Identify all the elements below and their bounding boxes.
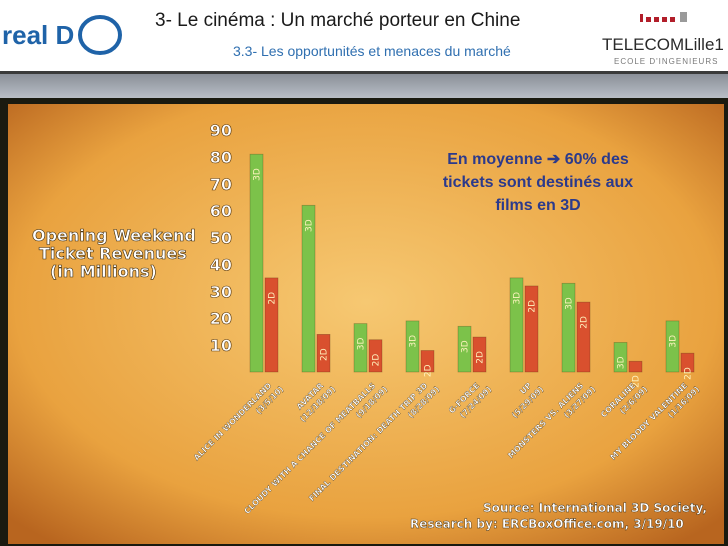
bar-series-label: 3D [669,335,679,348]
y-axis: 10 20 30 40 50 60 70 80 90 [209,121,232,356]
bar-3d [457,325,472,373]
reald-logo: real D [2,15,122,55]
y-tick-label: 80 [210,148,232,167]
bar-2d [420,350,435,373]
reald-logo-text: real D [2,20,74,50]
bar-2d [576,301,591,373]
bar-3d [405,320,420,373]
y-tick-label: 60 [210,202,232,221]
callout-line-3: films en 3D [495,197,581,214]
bar-series-label: 3D [253,168,263,181]
bar-3d [665,320,680,373]
callout-line1-b: 60% des [564,151,629,168]
bar-3d [353,323,368,373]
bar-series-label: 3D [513,292,523,305]
bar-2d [472,336,487,373]
callout-text: En moyenne ➔ 60% des tickets sont destin… [404,148,672,217]
header-band [0,74,728,98]
chart-title-line: Opening Weekend [32,226,196,245]
chart-title-line: Ticket Revenues [39,244,187,263]
bar-2d [524,285,539,373]
bar-series-label: 2D [528,300,538,313]
slide-subtitle: 3.3- Les opportunités et menaces du marc… [233,43,511,59]
header-divider [0,71,728,74]
bar-series-label: 2D [580,316,590,329]
callout-line1-a: En moyenne [447,151,543,168]
bar-series-label: 2D [684,367,694,380]
source-line-1: Source: International 3D Society, [483,501,707,515]
bar-series-label: 3D [461,340,471,353]
callout-line-2: tickets sont destinés aux [442,174,634,191]
telecom-logo-text: TELECOMLille1 [602,35,724,54]
bar-3d [249,153,264,373]
bars: 3D 2D 3D 2D 3D 2D 3D 2D 3D 2D 3D 2D 3D 2D 3D 2D 3D 2D [249,153,695,388]
bar-series-label: 3D [409,335,419,348]
bar-3d [613,342,628,373]
bar-3d [509,277,524,373]
y-tick-label: 30 [210,282,232,301]
bar-series-label: 2D [320,348,330,361]
y-tick-label: 70 [210,175,232,194]
arrow-right-icon: ➔ [546,151,561,168]
bar-series-label: 3D [565,297,575,310]
y-tick-label: 10 [210,336,232,355]
bar-series-label: 2D [268,292,278,305]
bar-series-label: 2D [372,354,382,367]
bar-2d [680,352,695,373]
bar-series-label: 3D [357,338,367,351]
chart-panel: Opening Weekend Ticket Revenues (in Millio… [8,104,724,544]
callout-line-1: En moyenne ➔ 60% des [404,148,672,171]
y-tick-label: 20 [210,309,232,328]
source-line-2: Research by: ERCBoxOffice.com, 3/19/10 [410,517,684,531]
y-tick-label: 90 [210,121,232,140]
chart-source: Source: International 3D Society, Researc… [410,501,707,531]
y-tick-label: 50 [210,229,232,248]
slide-title: 3- Le cinéma : Un marché porteur en Chin… [155,10,521,31]
bar-2d [628,360,643,373]
bar-series-label: 2D [476,351,486,364]
bar-series-label: 2D [632,375,642,388]
bar-series-label: 3D [305,219,315,232]
bar-3d [561,282,576,373]
bar-3d [301,204,316,373]
y-tick-label: 40 [210,255,232,274]
bar-2d [264,277,279,373]
chart-title-line: (in Millions) [50,262,157,281]
bar-series-label: 3D [617,356,627,369]
bar-2d [316,334,331,373]
logo-dots-icon [640,12,687,22]
telecom-lille1-logo: TELECOMLille1 ECOLE D'INGENIEURS [602,12,724,66]
bar-series-label: 2D [424,364,434,377]
telecom-logo-tagline: ECOLE D'INGENIEURS [614,57,718,66]
bar-2d [368,339,383,373]
